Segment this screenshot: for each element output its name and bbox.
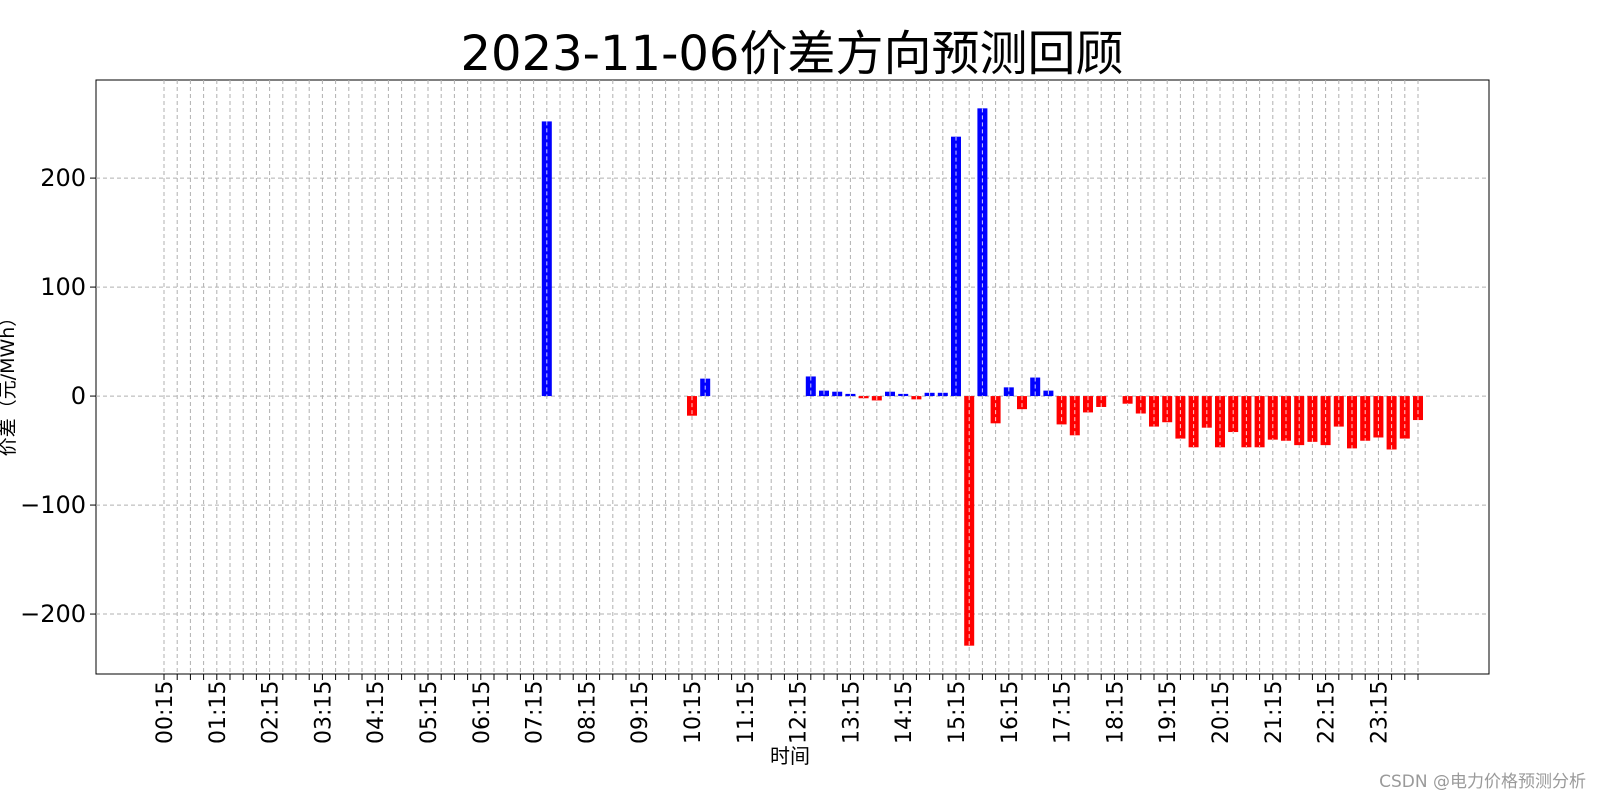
x-tick-label: 12:15 — [787, 681, 812, 744]
plot-frame — [95, 79, 1490, 675]
x-tick-label: 11:15 — [734, 681, 759, 744]
bar — [1254, 396, 1265, 448]
y-tick-label: 200 — [40, 164, 86, 192]
x-tick-label: 23:15 — [1367, 681, 1392, 744]
y-axis: 200 100 0 −100 −200 — [20, 164, 96, 628]
x-tick-label: 05:15 — [417, 681, 442, 744]
x-axis-label: 时间 — [770, 744, 810, 768]
y-axis-label: 价差（元/MWh） — [0, 308, 19, 457]
x-axis: 00:15 01:15 02:15 03:15 04:15 05:15 06:15 07:15… — [153, 674, 1419, 744]
bar — [1003, 387, 1014, 397]
bar — [1096, 396, 1107, 407]
bar — [1241, 396, 1252, 448]
y-tick-label: −100 — [20, 491, 86, 519]
bar — [1386, 396, 1397, 450]
x-tick-label: 10:15 — [681, 681, 706, 744]
chart-title: 2023-11-06价差方向预测回顾 — [461, 26, 1124, 82]
bar — [990, 396, 1001, 424]
x-tick-label: 22:15 — [1315, 681, 1340, 744]
x-tick-label: 15:15 — [945, 681, 970, 744]
x-tick-label: 13:15 — [839, 681, 864, 744]
x-tick-label: 08:15 — [575, 681, 600, 744]
bar — [1347, 396, 1357, 449]
bar — [1017, 396, 1027, 410]
x-tick-label: 07:15 — [523, 681, 548, 744]
y-tick-label: −200 — [20, 600, 86, 628]
x-tick-label: 09:15 — [628, 681, 653, 744]
x-tick-label: 19:15 — [1156, 681, 1181, 744]
bar — [1373, 396, 1384, 438]
x-tick-label: 00:15 — [153, 681, 178, 744]
bar — [541, 121, 552, 397]
x-tick-label: 17:15 — [1051, 681, 1076, 744]
bar — [1413, 396, 1423, 421]
x-tick-label: 16:15 — [998, 681, 1023, 744]
bar — [1188, 396, 1199, 448]
x-tick-label: 06:15 — [470, 681, 495, 744]
x-tick-label: 14:15 — [892, 681, 917, 744]
x-tick-label: 01:15 — [206, 681, 231, 744]
x-tick-label: 02:15 — [259, 681, 284, 744]
x-tick-label: 21:15 — [1262, 681, 1287, 744]
watermark: CSDN @电力价格预测分析 — [1379, 772, 1586, 792]
grid — [96, 80, 1489, 674]
bar — [1215, 396, 1225, 448]
y-tick-label: 0 — [71, 382, 86, 410]
x-tick-label: 18:15 — [1103, 681, 1128, 744]
bar — [1069, 396, 1080, 436]
x-tick-label: 03:15 — [311, 681, 336, 744]
bar — [964, 396, 975, 646]
x-tick-label: 20:15 — [1209, 681, 1234, 744]
x-tick-label: 04:15 — [364, 681, 389, 744]
bar — [1162, 396, 1173, 423]
y-tick-label: 100 — [40, 273, 86, 301]
bars — [541, 108, 1423, 646]
